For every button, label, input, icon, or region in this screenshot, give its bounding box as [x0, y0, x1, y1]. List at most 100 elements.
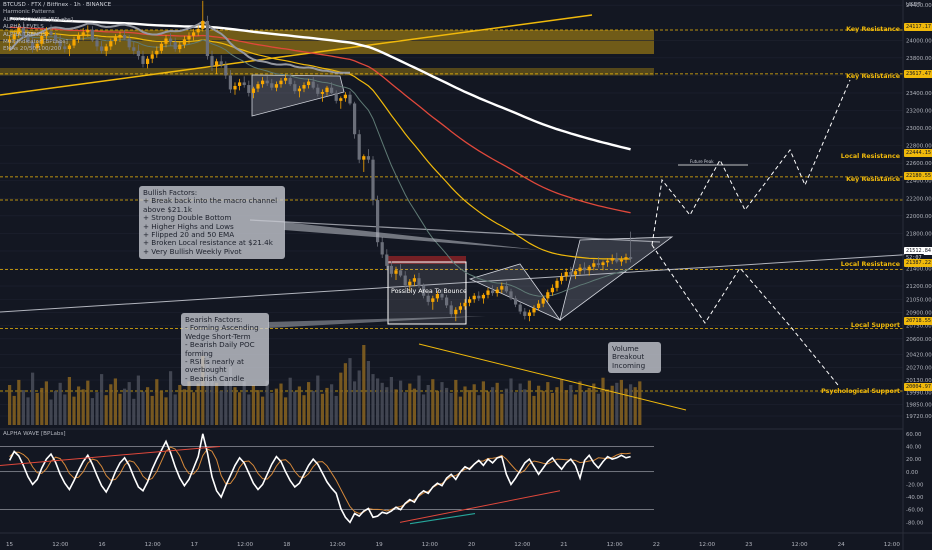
volume-bar	[127, 382, 131, 425]
volume-bar	[95, 392, 99, 425]
volume-bar	[316, 375, 320, 425]
volume-bar	[72, 396, 76, 425]
legend-item[interactable]: ALPHA LEVELS	[3, 24, 44, 31]
volume-bar	[629, 384, 633, 425]
candle-body	[12, 34, 16, 40]
candle-body	[173, 42, 177, 50]
candle-body	[417, 278, 421, 287]
candle-body	[274, 84, 278, 88]
volume-bar	[210, 377, 214, 425]
symbol-title[interactable]: BTCUSD · FTX / Bitfinex · 1h · BINANCE	[3, 2, 112, 8]
legend-item[interactable]: ALPHA TRENDS	[3, 31, 47, 38]
volume-bar	[592, 383, 596, 425]
volume-bar	[583, 391, 587, 425]
candle-body	[127, 38, 131, 48]
legend-item[interactable]: Harmonic Patterns	[3, 9, 55, 16]
level-label: Local Support	[850, 322, 900, 329]
indicator-legend: BTCUSD · FTX / Bitfinex · 1h · BINANCE H…	[3, 2, 111, 54]
candle-body	[527, 312, 531, 316]
volume-bar	[113, 378, 117, 425]
volume-bar	[123, 388, 127, 425]
volume-bar	[81, 389, 85, 425]
candle-body	[472, 295, 476, 300]
volume-bar	[454, 379, 458, 425]
volume-bar	[509, 378, 513, 425]
volume-bar	[182, 389, 186, 425]
candle-body	[431, 298, 435, 302]
volume-bar	[468, 390, 472, 425]
volume-bar	[550, 393, 554, 425]
candle-body	[238, 82, 242, 86]
volume-bar	[431, 379, 435, 425]
volume-bar	[196, 383, 200, 425]
oscillator-tick-label: -60.00	[906, 508, 924, 514]
price-tick-label: 22000.00	[906, 214, 932, 220]
candle-body	[477, 295, 481, 299]
candle-body	[537, 303, 541, 309]
volume-bar	[118, 393, 122, 425]
volume-bar	[362, 345, 366, 425]
candle-body	[288, 78, 292, 85]
candle-body	[26, 36, 30, 43]
volume-bar	[523, 389, 527, 425]
candle-body	[215, 61, 219, 67]
candle-body	[532, 308, 536, 313]
bearish-projection	[651, 244, 839, 386]
oscillator-tick-label: -80.00	[906, 520, 924, 526]
candle-body	[560, 276, 564, 281]
level-price-badge: 21387.22	[904, 259, 932, 267]
candle-body	[376, 200, 380, 243]
volume-bar	[560, 379, 564, 425]
volume-bar	[17, 379, 21, 425]
volume-bar	[293, 391, 297, 425]
candle-body	[587, 266, 591, 271]
volume-bar	[187, 381, 191, 425]
volume-bar	[224, 379, 228, 425]
volume-bar	[35, 393, 39, 425]
volume-bar	[164, 397, 168, 425]
legend-item[interactable]: MultiIndicator [BPLabs]	[3, 39, 68, 46]
candle-body	[219, 61, 223, 65]
candle-body	[371, 159, 375, 201]
candle-body	[31, 42, 35, 49]
volume-bar	[215, 382, 219, 425]
time-tick-label: 16	[98, 542, 106, 548]
volume-bar	[385, 387, 389, 425]
volume-bar	[284, 397, 288, 425]
volume-bar	[146, 387, 150, 425]
candle-body	[201, 20, 205, 29]
oscillator-title[interactable]: ALPHA WAVE [BPLabs]	[3, 431, 66, 437]
time-tick-label: 12:00	[422, 542, 439, 548]
candle-body	[178, 44, 182, 50]
candle-body	[100, 46, 104, 51]
level-price-badge: 20718.55	[904, 317, 932, 325]
candle-body	[330, 87, 334, 93]
candle-body	[187, 35, 191, 40]
resistance-zone-mid	[0, 68, 654, 76]
volume-callout: Volume Breakout Incoming	[608, 342, 661, 374]
volume-bar	[238, 392, 242, 425]
candle-body	[573, 271, 577, 275]
legend-item[interactable]: ALPHA VOLUME [BPLabs]	[3, 16, 73, 23]
candle-body	[399, 270, 403, 276]
time-tick-label: 12:00	[607, 542, 624, 548]
ema-200-white	[9, 17, 631, 151]
volume-bar	[251, 385, 255, 425]
volume-bar	[40, 387, 44, 425]
volume-bar	[12, 395, 16, 425]
candle-body	[458, 306, 462, 310]
candle-body	[118, 35, 122, 38]
candle-body	[123, 35, 127, 39]
candle-body	[297, 88, 301, 92]
candle-body	[596, 263, 600, 266]
bounce-zone-label: Possibly Area To Bounce	[391, 288, 467, 295]
candle-body	[72, 39, 76, 46]
volume-bar	[242, 381, 246, 425]
volume-bar	[311, 390, 315, 425]
price-tick-label: 20750.00	[906, 324, 932, 330]
resistance-zone-top	[0, 30, 654, 54]
candle-body	[320, 92, 324, 94]
volume-bar	[307, 382, 311, 425]
legend-item[interactable]: EMAs 20/50/100/200	[3, 46, 62, 53]
